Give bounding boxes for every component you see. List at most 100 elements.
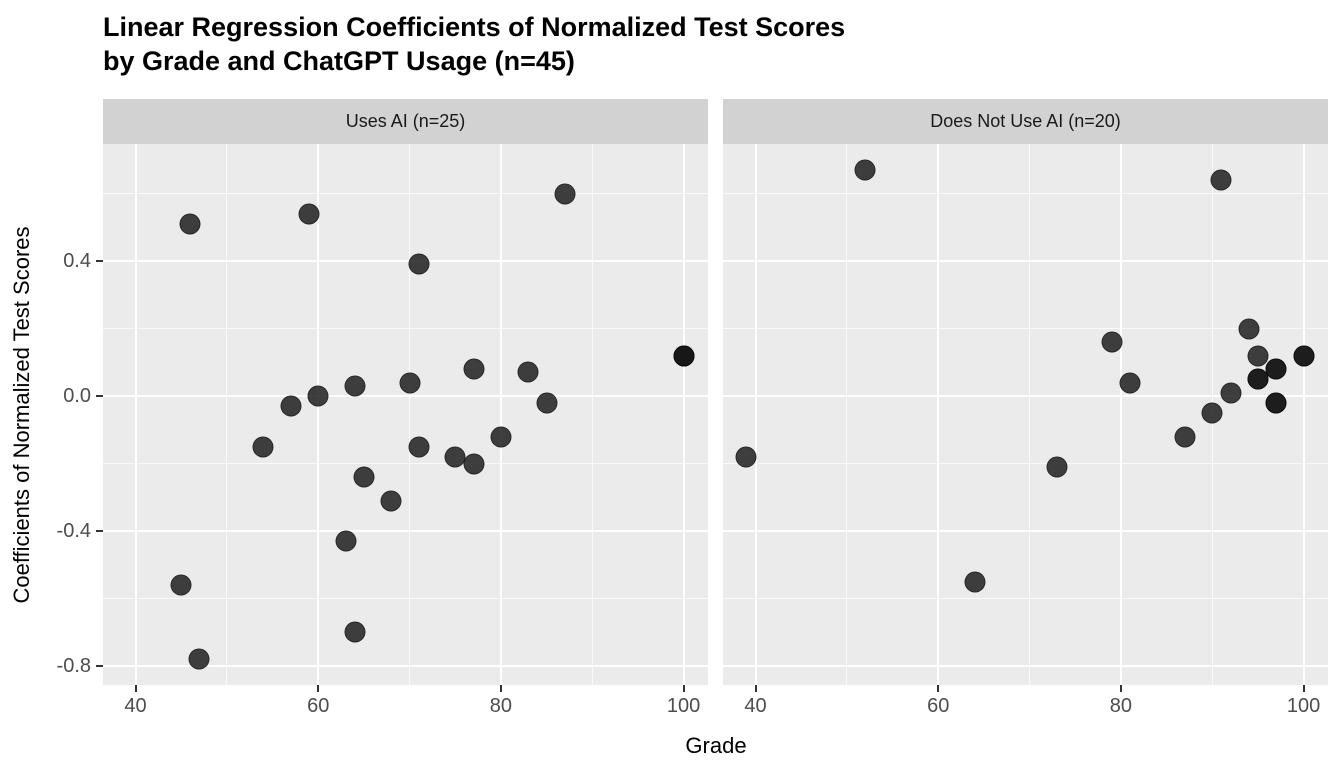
gridline-x-major <box>682 144 685 685</box>
y-tick-mark <box>96 395 103 398</box>
gridline-y-major <box>723 395 1328 398</box>
y-tick-mark <box>96 530 103 533</box>
x-tick-mark <box>134 685 137 692</box>
data-point <box>344 375 366 397</box>
y-tick-label: -0.8 <box>56 655 91 678</box>
x-axis-title: Grade <box>685 733 747 758</box>
data-point <box>536 392 558 414</box>
chart-title-line2: by Grade and ChatGPT Usage (n=45) <box>103 46 575 76</box>
x-tick-mark <box>1302 685 1305 692</box>
data-point <box>517 361 539 383</box>
data-point <box>1174 426 1196 448</box>
chart-title-line1: Linear Regression Coefficients of Normal… <box>103 12 846 42</box>
gridline-x-minor <box>409 144 411 685</box>
data-point <box>673 345 695 367</box>
gridline-x-minor <box>591 144 593 685</box>
gridline-y-minor <box>723 463 1328 465</box>
gridline-x-major <box>1119 144 1122 685</box>
data-point <box>179 213 201 235</box>
gridline-x-major <box>937 144 940 685</box>
gridline-y-major <box>723 665 1328 668</box>
facet-strip-label: Does Not Use AI (n=20) <box>930 111 1121 131</box>
gridline-y-minor <box>723 328 1328 330</box>
x-tick-mark <box>317 685 320 692</box>
gridline-x-major <box>1302 144 1305 685</box>
gridline-x-major <box>134 144 137 685</box>
gridline-y-minor <box>103 598 708 600</box>
gridline-y-major <box>723 260 1328 263</box>
data-point <box>1238 318 1260 340</box>
data-point <box>1293 345 1315 367</box>
x-tick-mark <box>1119 685 1122 692</box>
gridline-x-major <box>754 144 757 685</box>
data-point <box>380 490 402 512</box>
y-tick-label: -0.4 <box>56 520 91 543</box>
data-point <box>964 571 986 593</box>
gridline-y-major <box>103 260 708 263</box>
data-point <box>353 466 375 488</box>
x-tick-label: 40 <box>744 695 767 717</box>
facet-strip-does-not-use-ai: Does Not Use AI (n=20) <box>723 99 1328 144</box>
gridline-y-major <box>103 530 708 533</box>
gridline-x-minor <box>226 144 228 685</box>
data-point <box>280 395 302 417</box>
facet-strip-label: Uses AI (n=25) <box>345 111 466 131</box>
x-tick-label: 40 <box>124 695 147 717</box>
x-tick-label: 100 <box>1286 695 1321 717</box>
data-point <box>1101 331 1123 353</box>
data-point <box>170 574 192 596</box>
data-point <box>298 203 320 225</box>
y-tick-label: 0.4 <box>63 250 91 273</box>
facet-panel-uses-ai <box>103 144 708 685</box>
data-point <box>490 426 512 448</box>
data-point <box>252 436 274 458</box>
x-tick-mark <box>499 685 502 692</box>
data-point <box>335 530 357 552</box>
data-point <box>1247 368 1269 390</box>
x-tick-label: 60 <box>927 695 950 717</box>
data-point <box>408 436 430 458</box>
y-tick-mark <box>96 260 103 263</box>
gridline-y-minor <box>723 193 1328 195</box>
gridline-y-major <box>103 395 708 398</box>
facet-panel-does-not-use-ai <box>723 144 1328 685</box>
gridline-y-minor <box>103 193 708 195</box>
facet-strip-uses-ai: Uses AI (n=25) <box>103 99 708 144</box>
x-tick-mark <box>937 685 940 692</box>
data-point <box>1265 392 1287 414</box>
gridline-y-minor <box>103 328 708 330</box>
gridline-x-minor <box>846 144 848 685</box>
data-point <box>463 453 484 475</box>
data-point <box>1046 456 1068 478</box>
chart-title: Linear Regression Coefficients of Normal… <box>103 10 845 78</box>
data-point <box>854 159 876 181</box>
x-tick-mark <box>754 685 757 692</box>
gridline-x-major <box>499 144 502 685</box>
data-point <box>554 183 576 205</box>
gridline-x-major <box>317 144 320 685</box>
data-point <box>188 648 210 670</box>
data-point <box>1247 345 1269 367</box>
y-tick-mark <box>96 665 103 668</box>
gridline-y-major <box>103 665 708 668</box>
gridline-x-minor <box>1029 144 1031 685</box>
data-point <box>408 253 430 275</box>
data-point <box>1201 402 1223 424</box>
y-axis-title: Coefficients of Normalized Test Scores <box>9 226 34 604</box>
x-tick-mark <box>682 685 685 692</box>
x-tick-label: 60 <box>307 695 330 717</box>
data-point <box>1210 169 1232 191</box>
data-point <box>1220 382 1242 404</box>
data-point <box>463 358 484 380</box>
data-point <box>307 385 329 407</box>
data-point <box>399 372 421 394</box>
gridline-y-major <box>723 530 1328 533</box>
data-point <box>344 621 366 643</box>
x-tick-label: 80 <box>1109 695 1133 717</box>
x-tick-label: 80 <box>489 695 513 717</box>
gridline-y-minor <box>103 463 708 465</box>
y-tick-label: 0.0 <box>63 385 91 408</box>
data-point <box>1119 372 1141 394</box>
x-tick-label: 100 <box>666 695 701 717</box>
